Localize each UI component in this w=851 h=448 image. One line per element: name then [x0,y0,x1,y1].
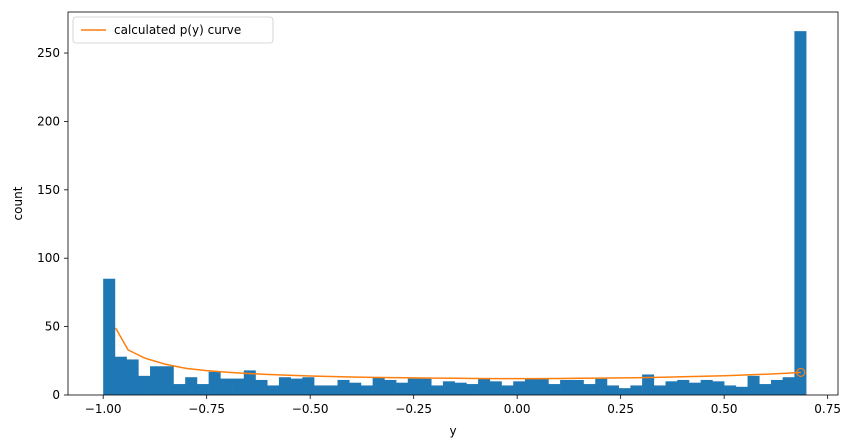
y-tick-label: 150 [37,183,60,197]
histogram-bar [489,381,502,395]
histogram-bar [724,385,737,395]
histogram-bar [677,379,690,395]
histogram-bar [712,381,725,395]
histogram-bar [384,379,397,395]
histogram-bar [665,381,678,395]
histogram-bar [407,378,420,395]
x-tick-label: −0.50 [292,402,329,416]
histogram-bar [513,381,526,395]
histogram-bar [396,382,409,395]
legend-box [72,16,274,44]
histogram-bar [278,377,291,395]
histogram-bar [794,31,807,396]
histogram-bar [454,382,467,395]
histogram-bar [618,388,631,395]
histogram-bar [243,370,256,395]
histogram-bar [595,378,608,395]
histogram-bar [431,385,444,395]
histogram-bar [700,379,713,395]
histogram-bar [478,378,491,395]
histogram-bar [770,379,783,395]
histogram-bar [302,377,315,395]
histogram-bar [114,356,127,395]
y-axis-label: count [11,186,25,220]
histogram-bar [267,385,280,395]
histogram-bar [185,377,198,395]
histogram-bar [583,384,596,395]
histogram-bar [735,386,748,395]
histogram-bar [314,385,327,395]
histogram-bar [372,377,385,395]
axes: −1.00 −0.75 −0.50 −0.25 0.00 0.25 0.50 0.75 0 50 1… [37,11,841,416]
histogram-bar [161,366,174,395]
x-axis-label: y [449,424,456,438]
x-tick-label: −0.75 [188,402,225,416]
curve-layer [114,327,806,380]
histogram-bar [630,385,643,395]
y-tick-label: 250 [37,46,60,60]
x-tick-label: 0.25 [607,402,634,416]
histogram-bar [759,384,772,395]
histogram-bar [220,378,233,395]
histogram-bar [782,377,795,395]
histogram-bar [419,378,432,395]
histogram-bar [349,382,362,395]
histogram-bar [560,379,573,395]
histogram-bars [103,31,807,396]
histogram-bar [688,382,701,395]
histogram-bar [606,385,619,395]
x-tick-label: −1.00 [85,402,122,416]
histogram-bar [255,379,268,395]
histogram-bar [466,384,479,395]
histogram-bar [360,385,373,395]
histogram-bar [126,359,139,395]
histogram-bar [501,385,514,395]
histogram-bar [548,384,561,395]
histogram-bar [290,378,303,395]
curve-end-marker [796,367,806,378]
histogram-bar [524,378,537,395]
y-tick-label: 100 [37,251,60,265]
histogram-bar [642,374,655,395]
x-tick-label: 0.00 [504,402,531,416]
histogram-bar [196,384,209,395]
y-tick-label: 200 [37,114,60,128]
plot-frame [67,11,839,396]
y-tick-label: 50 [45,320,60,334]
histogram-bar [325,385,338,395]
histogram-bar [337,379,350,395]
x-tick-label: 0.75 [814,402,841,416]
x-tick-label: 0.50 [711,402,738,416]
histogram-bar [653,385,666,395]
histogram-bar [232,378,245,395]
legend-label: calculated p(y) curve [114,23,241,37]
y-tick-label: 0 [52,388,60,402]
x-tick-label: −0.25 [395,402,432,416]
histogram-bar [747,375,760,395]
histogram-bar [173,384,186,395]
histogram-bar [150,366,163,395]
histogram-bar [208,371,221,395]
histogram-bar [536,378,549,395]
histogram-bar [571,379,584,395]
p-y-curve-line [114,327,801,380]
histogram-bar [103,278,116,395]
legend: calculated p(y) curve [72,16,274,44]
histogram-bar [442,381,455,395]
histogram-bar [138,375,151,395]
